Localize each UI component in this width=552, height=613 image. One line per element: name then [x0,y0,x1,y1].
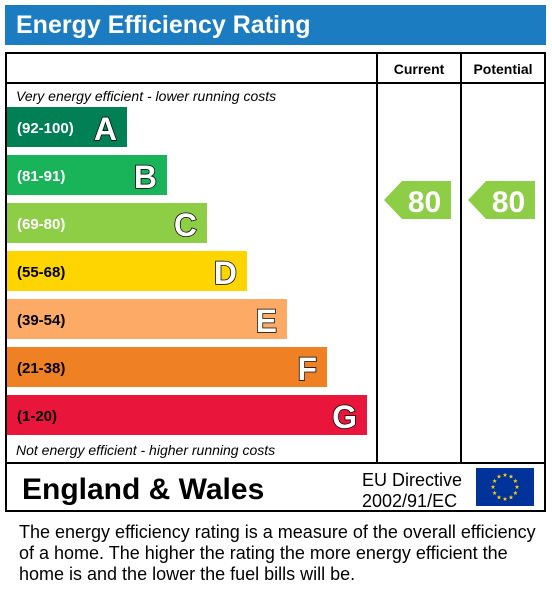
eu-star [492,490,497,495]
band-range-g: (1-20) [17,408,57,425]
band-range-b: (81-91) [17,168,65,185]
top-caption: Very energy efficient - lower running co… [16,88,276,104]
eu-star [508,474,514,479]
eu-star [513,478,518,483]
band-range-c: (69-80) [17,216,65,233]
directive-line-1: EU Directive [362,470,463,490]
eu-star [496,494,502,500]
eu-star [508,494,514,500]
bottom-caption: Not energy efficient - higher running co… [16,442,275,458]
band-bar-c [7,203,207,243]
band-letter-f: F [297,351,317,387]
current-column-header: Current [394,61,445,77]
band-letter-a: A [94,111,117,147]
band-range-e: (39-54) [17,312,65,329]
band-bar-f [7,347,327,387]
eu-star [496,474,502,479]
band-bar-d [7,251,247,291]
page-title: Energy Efficiency Rating [16,11,311,39]
eu-star [490,484,496,489]
eu-star [502,472,508,477]
explanatory-note: The energy efficiency rating is a measur… [19,522,536,584]
band-range-f: (21-38) [17,360,65,377]
eu-star [513,490,518,495]
eu-flag-icon [476,468,534,506]
footer-frame [5,462,546,512]
band-letter-c: C [174,207,197,243]
eu-star [514,484,520,489]
eu-directive: EU Directive 2002/91/EC [362,470,462,512]
current-rating-arrow [384,181,451,219]
band-bar-a [7,107,127,147]
title-bar: Energy Efficiency Rating [5,5,546,45]
eu-star [492,478,497,483]
band-letter-d: D [214,255,237,291]
potential-rating-arrow [468,181,535,219]
band-range-d: (55-68) [17,264,65,281]
potential-column-header: Potential [473,61,532,77]
band-bar-b [7,155,167,195]
region-label: England & Wales [22,473,265,506]
band-range-a: (92-100) [17,120,74,137]
band-bar-g [7,395,367,435]
band-letter-g: G [332,399,357,435]
band-bar-e [7,299,287,339]
current-rating-value: 80 [408,186,441,219]
band-letter-e: E [256,303,277,339]
potential-rating-value: 80 [492,186,525,219]
directive-line-2: 2002/91/EC [362,491,458,511]
eu-star [502,496,508,501]
band-letter-b: B [134,159,157,195]
